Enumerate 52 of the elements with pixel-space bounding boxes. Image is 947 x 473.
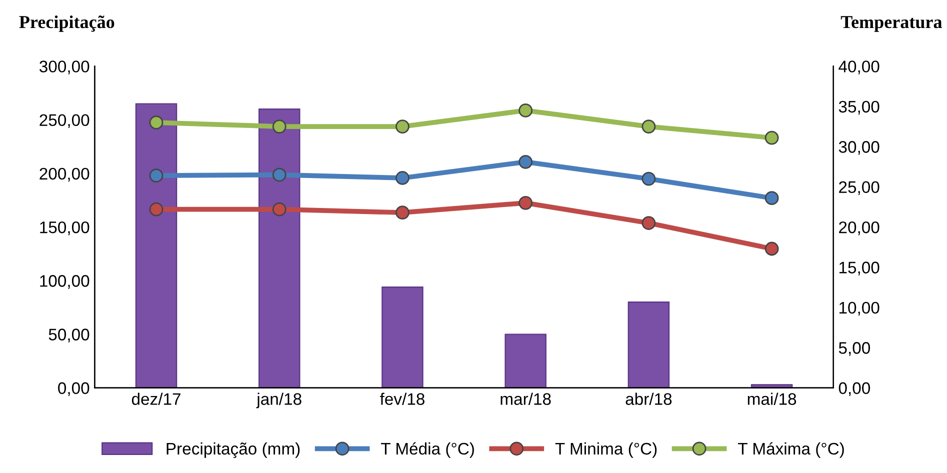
y-tick-label: 200,00 bbox=[40, 168, 90, 182]
legend-label: Precipitação (mm) bbox=[166, 442, 300, 458]
x-tick-label: dez/17 bbox=[132, 392, 180, 405]
y-tick-label: 250,00 bbox=[40, 114, 90, 128]
bar bbox=[628, 302, 670, 388]
y-axis-title: Precipitação bbox=[19, 15, 114, 32]
x-tick-label: abr/18 bbox=[626, 392, 672, 405]
x-tick-label: jan/18 bbox=[256, 392, 302, 408]
legend-label: T Média (°C) bbox=[381, 442, 474, 458]
point bbox=[396, 171, 410, 185]
point bbox=[642, 172, 656, 186]
point bbox=[149, 202, 164, 216]
y2-tick-label: 10,00 bbox=[839, 302, 880, 316]
bar bbox=[750, 384, 793, 388]
y-tick-label: 150,00 bbox=[40, 221, 90, 236]
bar bbox=[504, 334, 546, 388]
point bbox=[764, 130, 779, 145]
y2-axis-title: Temperatura bbox=[840, 16, 942, 32]
legend-label: T Minima (°C) bbox=[555, 442, 657, 458]
point bbox=[149, 116, 164, 130]
y-tick-label: 300,00 bbox=[40, 60, 90, 74]
point bbox=[272, 120, 286, 134]
y2-tick-label: 35,00 bbox=[838, 100, 880, 115]
x-tick-label: fev/18 bbox=[380, 392, 424, 405]
point bbox=[518, 104, 533, 118]
y2-tick-label: 0,00 bbox=[838, 382, 870, 396]
legend-label: T Máxima (°C) bbox=[738, 442, 844, 458]
y2-tick-label: 20,00 bbox=[839, 221, 880, 236]
y2-tick-label: 30,00 bbox=[838, 141, 880, 155]
point bbox=[396, 120, 410, 134]
point bbox=[642, 120, 656, 134]
point bbox=[149, 168, 164, 183]
y2-tick-label: 40,00 bbox=[838, 60, 880, 74]
y2-tick-label: 15,00 bbox=[839, 262, 880, 276]
bar bbox=[258, 108, 300, 388]
point bbox=[642, 216, 656, 230]
y2-tick-label: 25,00 bbox=[839, 181, 880, 196]
y-tick-label: 0,00 bbox=[58, 382, 90, 396]
y-tick-label: 100,00 bbox=[40, 275, 90, 289]
point bbox=[272, 202, 286, 216]
y2-tick-label: 5,00 bbox=[838, 342, 870, 356]
bar bbox=[382, 286, 424, 388]
point bbox=[518, 154, 533, 169]
y-tick-label: 50,00 bbox=[48, 328, 90, 342]
point bbox=[764, 242, 779, 256]
point bbox=[396, 206, 410, 220]
point bbox=[272, 168, 286, 182]
x-tick-label: mai/18 bbox=[748, 392, 796, 405]
bar bbox=[135, 103, 178, 388]
point bbox=[518, 196, 533, 210]
x-tick-label: mar/18 bbox=[500, 392, 551, 405]
point bbox=[764, 191, 779, 206]
